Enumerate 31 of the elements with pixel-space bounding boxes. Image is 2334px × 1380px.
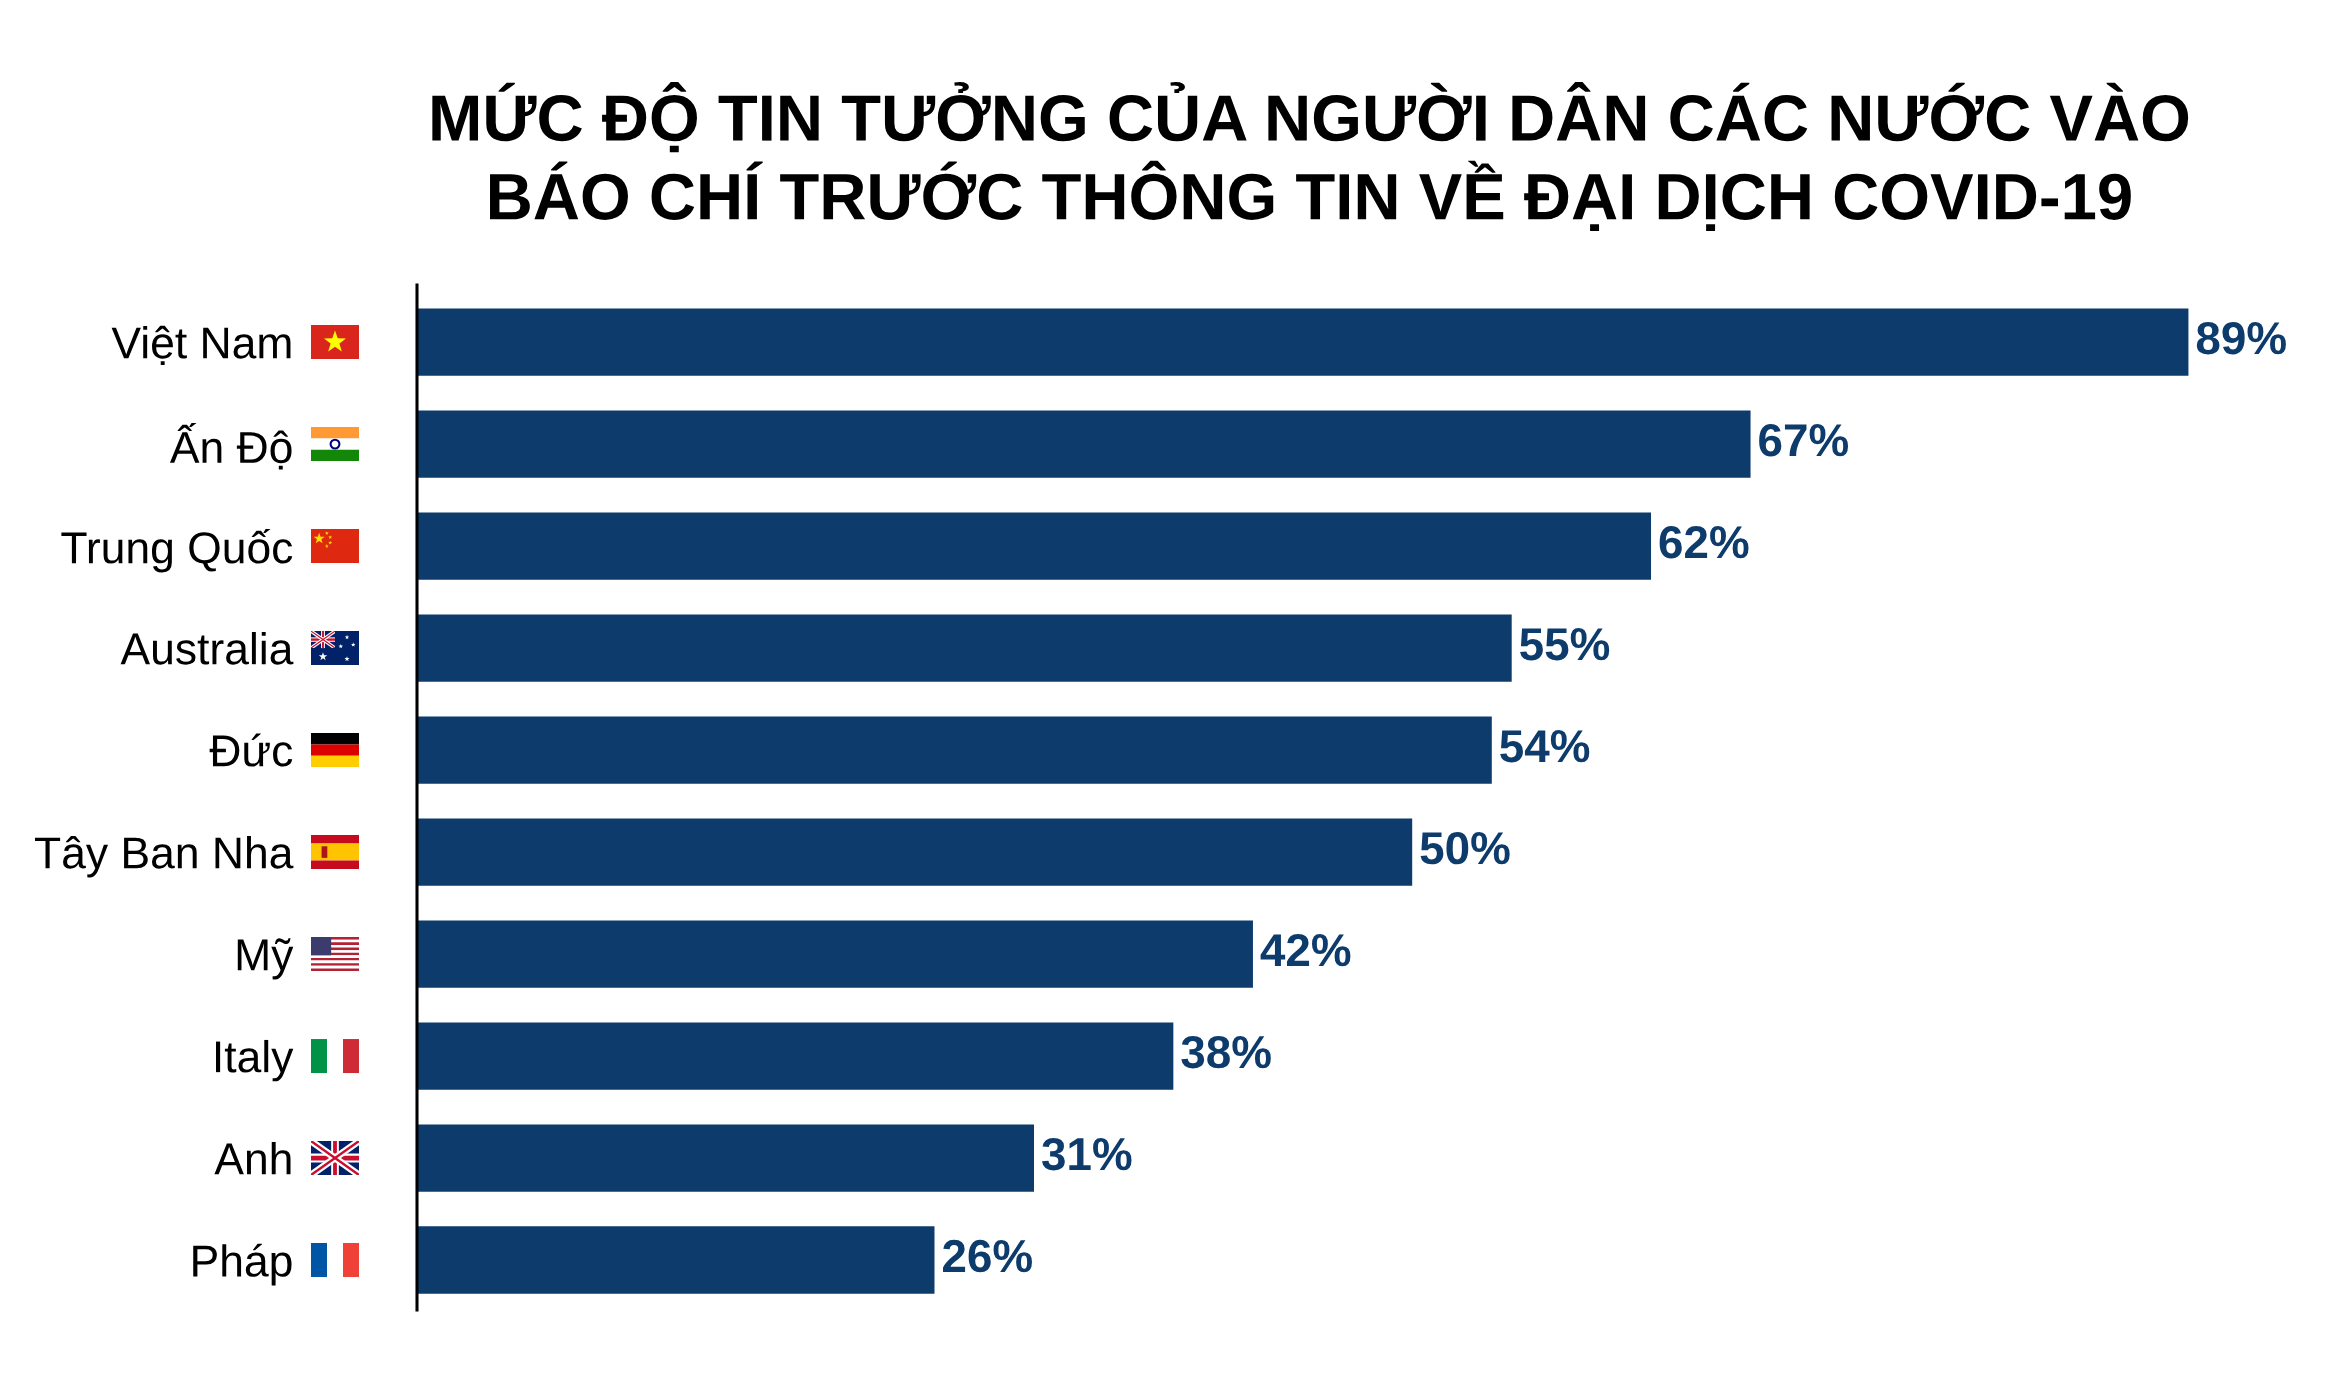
y-tick-label: Tây Ban Nha — [35, 835, 294, 878]
data-label: 62% — [1659, 525, 1749, 559]
bar — [417, 614, 1512, 682]
bar — [417, 920, 1253, 988]
bar — [417, 512, 1652, 580]
y-tick-label: Việt Nam — [111, 325, 291, 365]
data-label: 89% — [2196, 321, 2286, 355]
bar — [417, 818, 1413, 886]
bar — [417, 1124, 1035, 1192]
y-tick-label: Anh — [214, 1141, 291, 1175]
y-tick-label: Ấn Độ — [169, 422, 292, 470]
data-label: 55% — [1520, 628, 1610, 661]
data-label: 26% — [943, 1239, 1032, 1273]
bar — [417, 1022, 1174, 1090]
bar — [417, 1226, 935, 1294]
bar — [417, 308, 2189, 376]
y-tick-label: Italy — [215, 1039, 294, 1082]
y-tick-label: Mỹ — [237, 938, 294, 980]
data-label: 54% — [1500, 730, 1590, 763]
data-label: 38% — [1181, 1035, 1271, 1069]
y-tick-label: Trung Quốc — [61, 529, 293, 573]
data-label: 42% — [1260, 933, 1351, 967]
chart-title: MỨC ĐỘ TIN TƯỞNG CỦA NGƯỜI DÂN CÁC NƯỚC VÀO BÁO CHÍ TRƯỚC THÔNG TIN VỀ ĐẠI DỊCH COVID-19 — [432, 82, 2189, 231]
bar — [417, 716, 1492, 784]
y-tick-label: Australia — [120, 631, 294, 665]
data-label: 50% — [1420, 831, 1510, 865]
y-tick-label: Pháp — [193, 1243, 292, 1286]
data-label: 67% — [1759, 423, 1849, 457]
bar — [417, 410, 1751, 478]
data-label: 31% — [1042, 1137, 1132, 1171]
y-tick-label: Đức — [209, 733, 293, 767]
